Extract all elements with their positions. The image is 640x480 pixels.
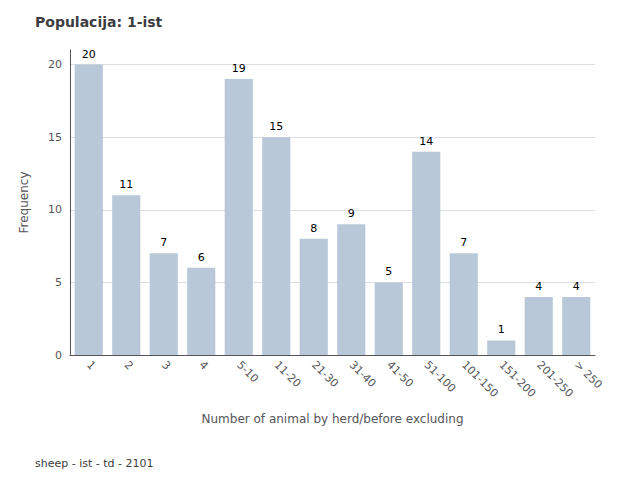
svg-text:201-250: 201-250 xyxy=(534,358,576,400)
svg-text:2: 2 xyxy=(122,358,136,372)
svg-text:11: 11 xyxy=(119,178,133,191)
svg-text:51-100: 51-100 xyxy=(422,358,459,395)
svg-text:20: 20 xyxy=(48,58,62,71)
svg-text:19: 19 xyxy=(232,62,246,75)
svg-text:0: 0 xyxy=(55,349,62,362)
svg-text:1: 1 xyxy=(498,323,505,336)
svg-text:4: 4 xyxy=(535,280,542,293)
svg-text:9: 9 xyxy=(348,207,355,220)
svg-text:31-40: 31-40 xyxy=(347,358,379,390)
svg-text:6: 6 xyxy=(198,251,205,264)
svg-text:> 250: > 250 xyxy=(572,358,605,391)
svg-text:11-20: 11-20 xyxy=(272,358,304,390)
svg-text:5-10: 5-10 xyxy=(234,358,261,385)
svg-text:7: 7 xyxy=(160,236,167,249)
svg-text:21-30: 21-30 xyxy=(309,358,341,390)
svg-text:Populacija: 1-ist: Populacija: 1-ist xyxy=(35,14,163,30)
svg-text:4: 4 xyxy=(573,280,580,293)
svg-text:5: 5 xyxy=(55,276,62,289)
svg-text:3: 3 xyxy=(159,358,173,372)
svg-text:5: 5 xyxy=(385,265,392,278)
svg-text:14: 14 xyxy=(419,135,433,148)
svg-text:8: 8 xyxy=(310,222,317,235)
svg-text:10: 10 xyxy=(48,203,62,216)
svg-text:Number of animal by herd/befor: Number of animal by herd/before excludin… xyxy=(202,412,464,426)
svg-text:1: 1 xyxy=(84,358,98,372)
svg-text:4: 4 xyxy=(197,358,211,372)
svg-text:101-150: 101-150 xyxy=(459,358,501,400)
svg-text:15: 15 xyxy=(269,120,283,133)
svg-text:41-50: 41-50 xyxy=(384,358,416,390)
svg-text:20: 20 xyxy=(82,48,96,61)
svg-text:15: 15 xyxy=(48,131,62,144)
svg-text:sheep - ist - td - 2101: sheep - ist - td - 2101 xyxy=(35,457,154,470)
svg-text:Frequency: Frequency xyxy=(17,172,31,234)
svg-text:151-200: 151-200 xyxy=(497,358,539,400)
svg-text:7: 7 xyxy=(460,236,467,249)
